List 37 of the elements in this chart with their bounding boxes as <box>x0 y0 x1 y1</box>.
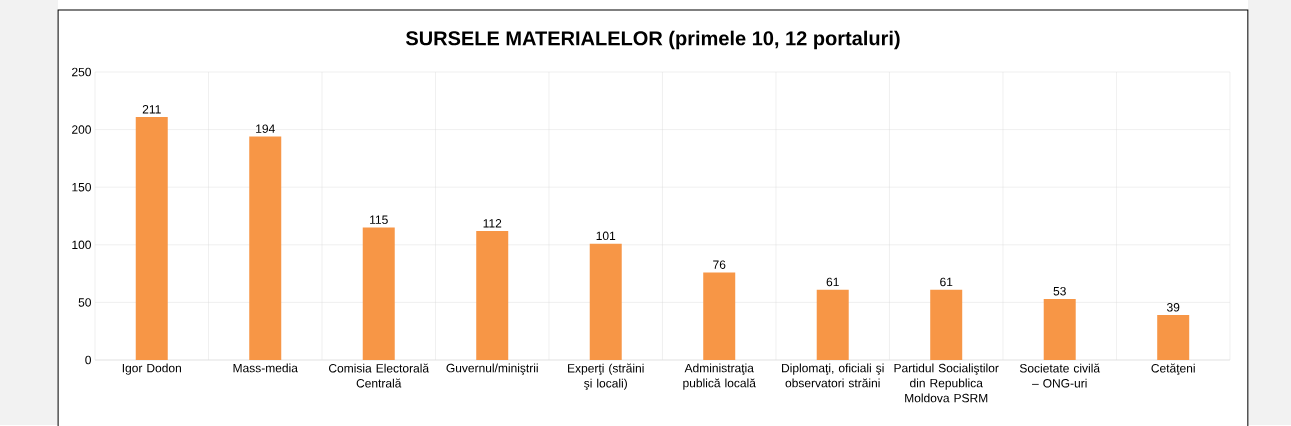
bar <box>1043 298 1076 360</box>
x-tick-label: Guvernul/miniştrii <box>446 363 538 375</box>
chart-title: SURSELE MATERIALELOR (primele 10, 12 portaluri) <box>405 30 900 50</box>
y-tick-label: 200 <box>72 125 91 134</box>
data-label: 211 <box>142 105 161 114</box>
bar <box>589 243 622 360</box>
data-label: 101 <box>596 231 616 241</box>
bar <box>362 227 395 360</box>
data-label: 61 <box>826 277 839 287</box>
x-tick-label: Societate civilă – ONG-uri <box>1019 363 1101 388</box>
bar <box>249 136 282 360</box>
x-tick-label: Comisia Electorală Centrală <box>329 363 430 388</box>
x-tick-label: Cetăţeni <box>1151 363 1195 375</box>
bar <box>930 289 963 360</box>
bar <box>476 230 509 360</box>
bar <box>816 289 849 360</box>
data-label: 194 <box>256 124 275 133</box>
x-tick-label: Administraţia publică locală <box>683 363 756 390</box>
x-tick-label: Experţi (străini şi locali) <box>568 363 644 390</box>
bar <box>703 272 736 360</box>
x-tick-label: Igor Dodon <box>122 363 181 375</box>
y-tick-label: 250 <box>72 67 91 77</box>
bar <box>1157 315 1190 360</box>
x-tick-label: Diplomaţi, oficiali şi observatori străini <box>782 363 884 388</box>
y-tick-label: 150 <box>72 182 91 192</box>
data-label: 53 <box>1053 286 1066 296</box>
data-label: 115 <box>370 215 388 224</box>
y-tick-label: 100 <box>72 240 91 250</box>
x-tick-label: Partidul Socialiştilor din Republica Moldova PSRM <box>894 363 999 403</box>
data-label: 61 <box>940 277 953 287</box>
bar <box>135 116 168 360</box>
data-label: 76 <box>713 260 726 269</box>
y-tick-label: 0 <box>85 355 91 365</box>
x-tick-label: Mass-media <box>233 363 298 373</box>
y-tick-label: 50 <box>78 298 91 307</box>
data-label: 39 <box>1166 303 1180 312</box>
data-label: 112 <box>483 219 502 228</box>
